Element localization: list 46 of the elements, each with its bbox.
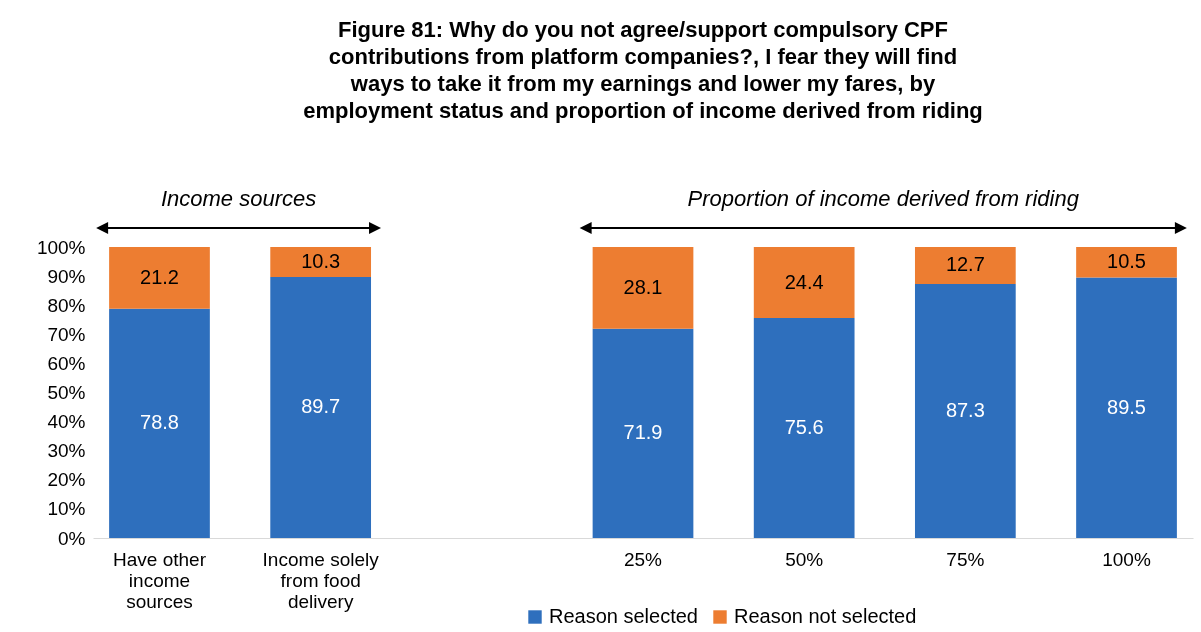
bar bbox=[109, 247, 210, 309]
data-label: 78.8 bbox=[140, 411, 179, 434]
bar bbox=[592, 328, 694, 538]
data-label: 24.4 bbox=[784, 270, 824, 293]
bar bbox=[270, 276, 372, 538]
x-tick-label: Have other income sources bbox=[113, 548, 207, 612]
bar bbox=[1076, 247, 1177, 278]
bar bbox=[753, 247, 855, 318]
data-label: 28.1 bbox=[623, 275, 663, 298]
y-tick-label: 50% bbox=[47, 382, 86, 403]
data-label: 21.2 bbox=[140, 265, 179, 288]
y-tick-label: 20% bbox=[47, 469, 86, 491]
x-tick-label: 100% bbox=[1102, 548, 1151, 570]
x-tick-label: Income solely from food delivery bbox=[262, 548, 380, 612]
data-label: 12.7 bbox=[945, 253, 985, 276]
y-tick-label: 80% bbox=[47, 294, 86, 316]
x-tick-label: 75% bbox=[946, 548, 985, 570]
y-tick-label: 30% bbox=[47, 440, 86, 462]
y-tick-label: 40% bbox=[47, 411, 86, 433]
text: Proportion of income derived from riding bbox=[687, 186, 1079, 212]
x-tick-label: 25% bbox=[623, 548, 663, 570]
data-label: 75.6 bbox=[784, 416, 824, 438]
y-tick-label: 0% bbox=[58, 527, 86, 549]
legend-label: Reason selected bbox=[549, 605, 698, 627]
bar bbox=[109, 308, 210, 538]
bar bbox=[914, 247, 1016, 284]
y-tick-label: 70% bbox=[47, 323, 86, 345]
data-label: 89.7 bbox=[301, 395, 341, 418]
data-label: 10.5 bbox=[1107, 250, 1146, 273]
bar bbox=[592, 247, 694, 329]
data-label: 87.3 bbox=[945, 398, 985, 421]
bar bbox=[914, 283, 1016, 538]
data-label: 10.3 bbox=[301, 249, 341, 272]
chart-title: Figure 81: Why do you not agree/support compulsory CPF contributions from platform companies?, I fear they will find ways to take it from my earnings and lower my fares, by employment status and proportion of income derived from riding bbox=[303, 17, 983, 123]
bar bbox=[1076, 277, 1177, 538]
y-tick-label: 100% bbox=[36, 236, 86, 258]
legend-label: Reason not selected bbox=[734, 605, 917, 627]
y-tick-label: 10% bbox=[47, 498, 86, 520]
data-label: 71.9 bbox=[623, 421, 663, 444]
text: Income sources bbox=[160, 186, 317, 212]
data-label: 89.5 bbox=[1107, 395, 1146, 418]
y-tick-label: 60% bbox=[47, 352, 86, 374]
y-tick-label: 90% bbox=[47, 265, 86, 287]
bar bbox=[270, 247, 372, 277]
x-tick-label: 50% bbox=[785, 548, 824, 570]
bar bbox=[753, 318, 855, 538]
